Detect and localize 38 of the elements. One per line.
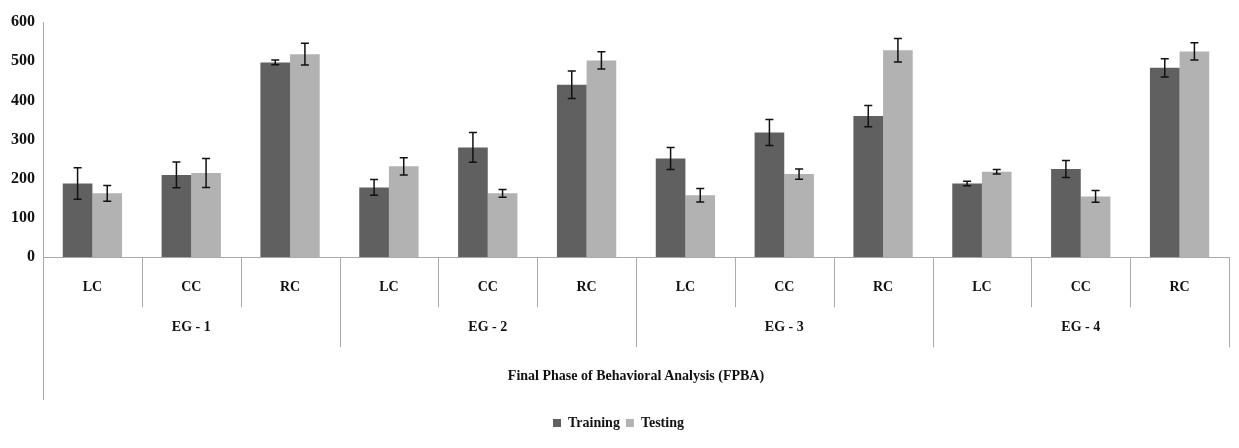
y-tick-label: 400 [11, 90, 35, 108]
x-tick-label: LC [675, 279, 696, 295]
bar [260, 62, 291, 258]
bar [359, 187, 389, 258]
bar [458, 147, 488, 258]
text: Final Phase of Behavioral Analysis (FPBA) [507, 367, 765, 384]
bar [754, 132, 785, 258]
text: EG - 3 [764, 318, 804, 334]
x-tick-label: RC [872, 279, 894, 295]
x-tick-label: RC [576, 279, 597, 295]
y-tick-label: 500 [11, 51, 35, 69]
bar [853, 116, 884, 258]
y-tick-label: 300 [11, 129, 35, 147]
bar [952, 183, 982, 258]
bar [1149, 67, 1180, 258]
text: EG - 4 [1061, 318, 1101, 334]
y-tick-label: 100 [11, 208, 35, 226]
bar [655, 158, 686, 258]
y-tick-label: 200 [11, 168, 35, 186]
text: EG - 1 [171, 318, 211, 334]
x-tick-label: CC [477, 279, 498, 295]
bar [1051, 169, 1081, 258]
bar [556, 84, 587, 258]
x-tick-label: CC [181, 279, 202, 295]
text: EG - 2 [468, 318, 508, 334]
x-tick-label: RC [279, 279, 301, 295]
y-tick-label: 600 [11, 12, 35, 30]
bar [161, 174, 192, 258]
y-tick-label: 0 [27, 247, 35, 265]
x-tick-label: RC [1169, 279, 1190, 295]
legend-label: Testing [640, 414, 684, 430]
legend-label: Training [568, 414, 620, 430]
x-tick-label: LC [82, 279, 103, 295]
x-tick-label: CC [774, 279, 795, 295]
x-tick-label: CC [1070, 279, 1091, 295]
bar [62, 183, 93, 258]
x-tick-label: LC [972, 279, 992, 295]
x-tick-label: LC [379, 279, 399, 295]
